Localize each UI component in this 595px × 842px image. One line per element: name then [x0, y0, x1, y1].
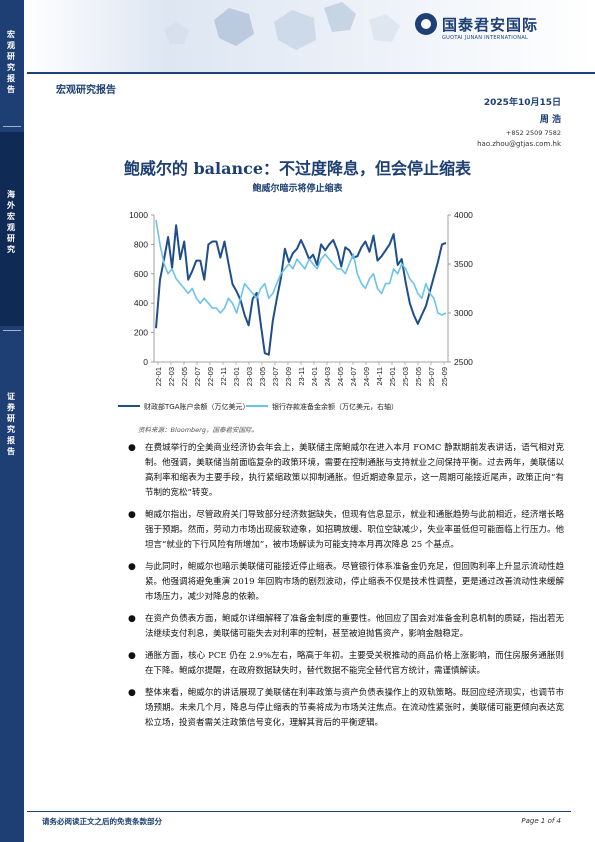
line-chart: 0 200 400 600 800 1000 2500 3000 3500 4000 22-01 22…	[118, 210, 473, 411]
x-tick-label: 25-09	[440, 367, 449, 386]
left-tick-label: 800	[134, 239, 148, 249]
paragraph-text: 鲍威尔指出，尽管政府关门导致部分经济数据缺失，但现有信息显示，就业和通胀趋势与此…	[145, 510, 564, 550]
company-logo: 国泰君安国际	[415, 13, 538, 35]
legend-label: 银行存款准备金余额（万亿美元，右轴）	[272, 402, 398, 411]
author-phone: +852 2509 7582	[505, 129, 561, 137]
legend-label: 财政部TGA账户余额（万亿美元）	[144, 402, 250, 411]
paragraph: ● 鲍威尔指出，尽管政府关门导致部分经济数据缺失，但现有信息显示，就业和通胀趋势与…	[128, 508, 564, 553]
x-tick-label: 23-01	[232, 367, 241, 386]
footer-rule	[27, 811, 571, 812]
report-type: 宏观研究报告	[56, 85, 116, 96]
x-tick-label: 23-11	[297, 367, 306, 386]
x-tick-label: 22-07	[193, 367, 202, 386]
x-tick-label: 23-07	[271, 367, 280, 386]
bullet-icon: ●	[128, 562, 136, 572]
page-title: 鲍威尔的 balance：不过度降息，但会停止缩表	[123, 159, 472, 178]
sidebar-section-report: 宏观研究报告	[0, 30, 24, 96]
paragraph: ● 与此同时，鲍威尔也暗示美联储可能接近停止缩表。尽管银行体系准备金仍充足，但回购…	[128, 560, 564, 605]
paragraph-text: 在资产负债表方面，鲍威尔详细解释了准备金制度的重要性。他回应了国会对准备金利息机…	[145, 614, 564, 639]
page-number: Page 1 of 4	[521, 817, 561, 825]
left-tick-label: 1000	[129, 210, 148, 220]
x-tick-label: 22-09	[206, 367, 215, 386]
left-tick-label: 200	[134, 328, 148, 338]
paragraph-text: 通胀方面，核心 PCE 仍在 2.9%左右，略高于年初。主要受关税推动的商品价格…	[145, 651, 564, 676]
logo-icon	[415, 13, 437, 35]
paragraph: ● 通胀方面，核心 PCE 仍在 2.9%左右，略高于年初。主要受关税推动的商品价…	[128, 649, 564, 679]
sidebar-divider	[3, 126, 21, 127]
header-banner	[24, 0, 595, 72]
bullet-icon: ●	[128, 443, 136, 453]
series-line-tga	[155, 224, 447, 356]
bullet-icon: ●	[128, 614, 136, 624]
logo-text-en: GUOTAI JUNAN INTERNATIONAL	[442, 35, 529, 41]
left-tick-label: 400	[134, 298, 148, 308]
sidebar-label: 证券研究报告	[6, 392, 17, 458]
paragraph-text: 整体来看，鲍威尔的讲话展现了美联储在利率政策与资产负债表操作上的双轨策略。既回应…	[145, 688, 564, 728]
sidebar-label: 宏观研究报告	[6, 30, 17, 96]
x-tick-label: 24-07	[349, 367, 358, 386]
paragraph: ● 在资产负债表方面，鲍威尔详细解释了准备金制度的重要性。他回应了国会对准备金利息…	[128, 612, 564, 642]
series-line-reserves	[155, 219, 447, 316]
x-tick-label: 25-05	[414, 367, 423, 386]
left-tick-label: 0	[143, 357, 148, 367]
chart-source: 资料来源：Bloomberg，国泰君安国际。	[138, 426, 258, 434]
paragraph: ● 整体来看，鲍威尔的讲话展现了美联储在利率政策与资产负债表操作上的双轨策略。既回…	[128, 686, 564, 731]
bullet-icon: ●	[128, 651, 136, 661]
x-tick-label: 24-01	[310, 367, 319, 386]
right-tick-label: 4000	[454, 210, 473, 220]
sidebar-section-securities: 证券研究报告	[0, 392, 24, 458]
sidebar-highlight	[0, 132, 24, 326]
x-tick-label: 23-05	[258, 367, 267, 386]
x-tick-label: 22-11	[219, 367, 228, 386]
logo-text: 国泰君安国际	[442, 15, 539, 34]
header-rule	[27, 72, 595, 74]
x-tick-label: 22-05	[180, 367, 189, 386]
author-email[interactable]: hao.zhou@gtjas.com.hk	[477, 140, 561, 148]
x-tick-label: 24-09	[362, 367, 371, 386]
x-tick-label: 23-09	[284, 367, 293, 386]
bullet-icon: ●	[128, 510, 136, 520]
sidebar-label: 海外宏观研究	[6, 190, 17, 256]
footer-disclaimer[interactable]: 请务必阅读正文之后的免责条款部分	[42, 817, 162, 826]
banner-decoration	[24, 0, 595, 72]
x-tick-label: 25-01	[388, 367, 397, 386]
sidebar-section-macro: 海外宏观研究	[0, 190, 24, 256]
x-tick-label: 22-01	[154, 367, 163, 386]
x-tick-label: 24-05	[336, 367, 345, 386]
x-tick-label: 25-07	[427, 367, 436, 386]
x-tick-label: 23-03	[245, 367, 254, 386]
right-tick-label: 3500	[454, 259, 473, 269]
bullet-icon: ●	[128, 688, 136, 698]
paragraph-text: 与此同时，鲍威尔也暗示美联储可能接近停止缩表。尽管银行体系准备金仍充足，但回购利…	[145, 562, 564, 602]
sidebar-divider	[3, 330, 21, 331]
x-tick-label: 24-11	[375, 367, 384, 386]
x-tick-label: 25-03	[401, 367, 410, 386]
paragraph-text: 在费城举行的全美商业经济协会年会上，美联储主席鲍威尔在进入本月 FOMC 静默期…	[145, 443, 564, 498]
x-tick-label: 24-03	[323, 367, 332, 386]
report-date: 2025年10月15日	[483, 98, 561, 108]
right-tick-label: 3000	[454, 308, 473, 318]
article-body: ● 在费城举行的全美商业经济协会年会上，美联储主席鲍威尔在进入本月 FOMC 静默…	[128, 441, 564, 738]
chart-title: 鲍威尔暗示将停止缩表	[252, 184, 343, 194]
right-tick-label: 2500	[454, 357, 473, 367]
left-tick-label: 600	[134, 269, 148, 279]
x-tick-label: 22-03	[167, 367, 176, 386]
paragraph: ● 在费城举行的全美商业经济协会年会上，美联储主席鲍威尔在进入本月 FOMC 静默…	[128, 441, 564, 501]
author-name: 周 浩	[539, 115, 561, 125]
